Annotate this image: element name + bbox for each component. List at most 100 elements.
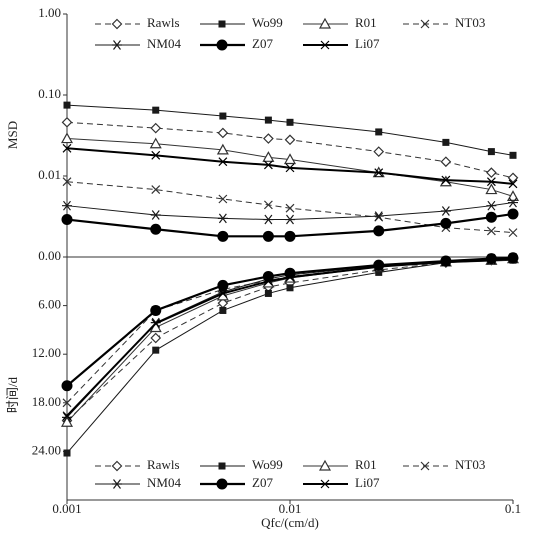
y-axis-label: MSD	[5, 121, 20, 149]
marker	[507, 172, 519, 184]
marker	[264, 116, 272, 124]
marker	[509, 151, 517, 159]
marker	[374, 168, 384, 178]
marker	[318, 17, 332, 29]
marker	[373, 146, 385, 157]
marker	[285, 203, 295, 213]
legend-label: NM04	[147, 475, 181, 490]
marker	[150, 223, 162, 235]
marker	[420, 19, 430, 29]
marker	[262, 230, 274, 242]
marker	[485, 253, 497, 265]
marker	[284, 230, 296, 242]
marker	[420, 461, 430, 471]
marker	[62, 177, 72, 187]
marker	[151, 150, 161, 160]
legend-label: Z07	[252, 36, 273, 51]
marker	[285, 214, 295, 225]
marker	[217, 230, 229, 242]
legend-label: Wo99	[252, 457, 283, 472]
marker	[111, 460, 123, 472]
marker	[486, 177, 496, 187]
y-tick-label: 12.00	[32, 345, 61, 360]
marker	[217, 279, 229, 291]
marker	[485, 183, 498, 195]
marker	[285, 272, 295, 282]
marker	[219, 112, 227, 120]
marker	[112, 479, 122, 489]
marker	[216, 478, 228, 490]
legend-label: Z07	[252, 475, 273, 490]
marker	[286, 118, 294, 126]
y-tick-label: 0.01	[38, 167, 61, 182]
marker	[111, 18, 123, 30]
legend-label: Wo99	[252, 15, 283, 30]
marker	[440, 156, 452, 168]
marker	[61, 380, 73, 392]
marker	[152, 346, 160, 354]
marker	[61, 214, 73, 226]
marker	[218, 462, 226, 470]
marker	[218, 289, 228, 298]
marker	[63, 101, 71, 109]
marker	[373, 211, 384, 221]
marker	[374, 262, 384, 272]
marker	[216, 143, 229, 155]
marker	[151, 185, 161, 194]
marker	[218, 157, 228, 167]
legend-label: Li07	[355, 36, 380, 51]
marker	[441, 257, 451, 267]
y-tick-label: 1.00	[38, 5, 61, 20]
marker	[264, 289, 272, 297]
marker	[62, 398, 72, 408]
legend-label: Li07	[355, 475, 380, 490]
marker	[149, 137, 162, 149]
x-tick-label: 0.01	[279, 501, 302, 516]
marker	[151, 318, 161, 328]
marker	[441, 175, 451, 185]
marker	[375, 128, 383, 136]
marker	[217, 213, 228, 224]
marker	[439, 175, 452, 187]
marker	[508, 197, 518, 208]
marker	[508, 254, 518, 264]
marker	[507, 208, 519, 220]
marker	[320, 479, 330, 489]
legend-label: NM04	[147, 36, 181, 51]
x-axis-label: Qfc/(cm/d)	[261, 515, 319, 530]
marker	[263, 133, 274, 144]
marker	[508, 179, 518, 189]
marker	[150, 332, 162, 344]
marker	[218, 20, 226, 28]
series-line	[66, 121, 514, 179]
y-tick-label: 6.00	[38, 297, 61, 312]
marker	[440, 206, 451, 216]
marker	[217, 127, 229, 139]
marker	[62, 200, 72, 211]
marker	[219, 306, 227, 314]
marker	[440, 217, 452, 229]
legend-label: Rawls	[147, 15, 180, 30]
marker	[216, 39, 228, 51]
marker	[152, 106, 160, 114]
x-tick-label: 0.001	[52, 501, 81, 516]
marker	[486, 255, 496, 265]
series-line	[66, 104, 514, 156]
marker	[508, 228, 518, 238]
marker	[61, 116, 73, 128]
marker	[373, 259, 385, 271]
marker	[286, 284, 294, 292]
x-tick-label: 0.1	[505, 501, 521, 516]
marker	[150, 210, 161, 220]
y-tick-label: 24.00	[32, 442, 61, 457]
marker	[285, 163, 295, 173]
legend-label: Rawls	[147, 457, 180, 472]
marker	[442, 138, 450, 146]
marker	[486, 226, 496, 236]
marker	[373, 225, 385, 237]
marker	[486, 200, 497, 211]
marker	[112, 40, 122, 50]
legend-label: R01	[355, 457, 377, 472]
y-tick-label: 18.00	[32, 394, 61, 409]
